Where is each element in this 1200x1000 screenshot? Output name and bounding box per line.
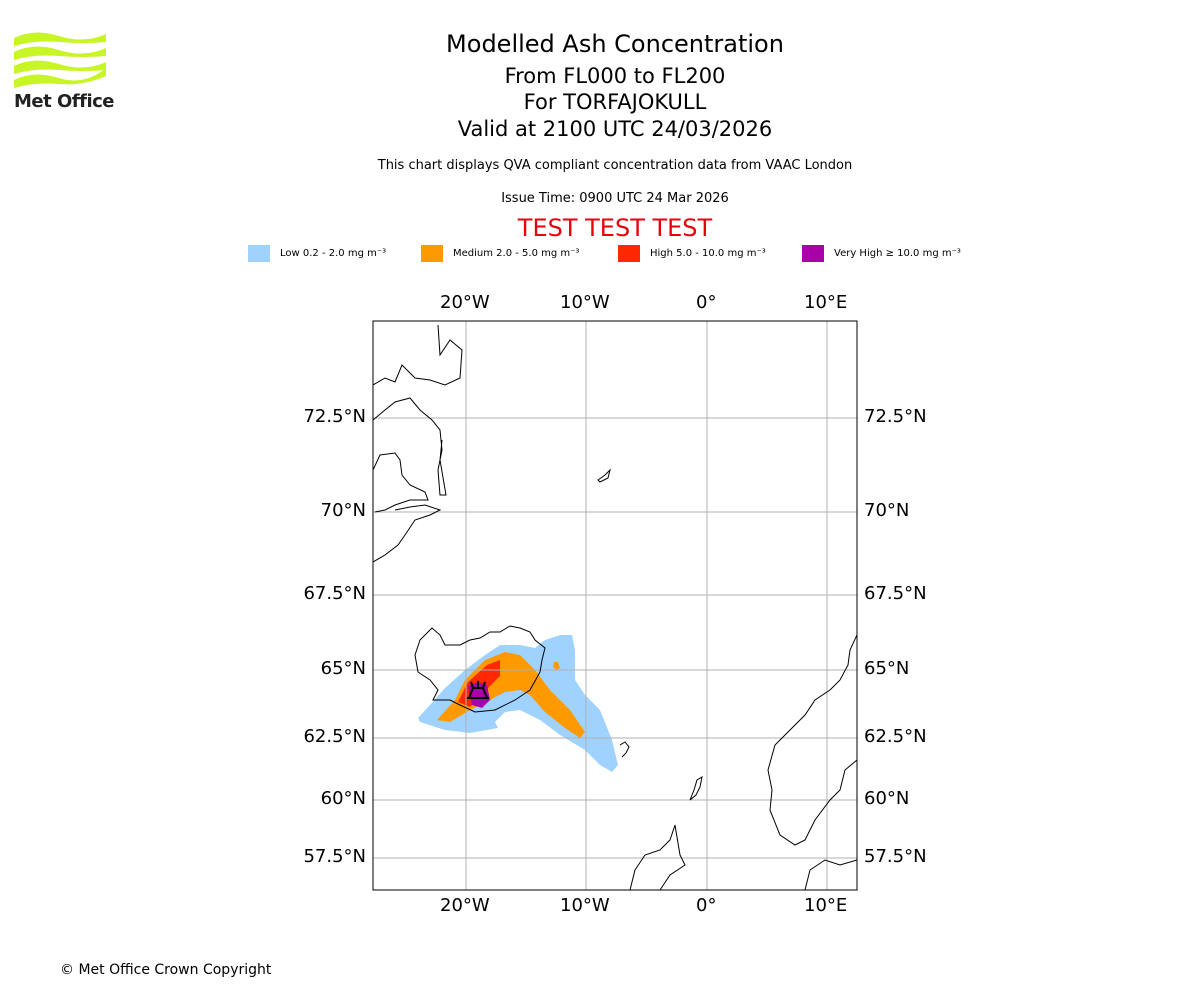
- lat-tick-right: 70°N: [864, 500, 910, 521]
- test-banner: TEST TEST TEST: [517, 214, 713, 242]
- volcano-icon: [467, 681, 489, 699]
- legend-label: Medium 2.0 - 5.0 mg m⁻³: [453, 248, 580, 259]
- lat-tick-left: 65°N: [320, 658, 366, 679]
- lon-tick-bottom: 10°E: [804, 895, 848, 916]
- lat-tick-right: 67.5°N: [864, 583, 927, 604]
- lon-tick-top: 0°: [696, 292, 717, 313]
- lat-tick-right: 65°N: [864, 658, 910, 679]
- chart-title: Modelled Ash Concentration: [446, 30, 784, 58]
- flight-levels: From FL000 to FL200: [504, 64, 726, 88]
- legend-swatch: [248, 245, 270, 262]
- coastlines: [373, 324, 857, 890]
- subtitle: This chart displays QVA compliant concen…: [377, 158, 853, 173]
- legend-swatch: [618, 245, 640, 262]
- legend-medium: Medium 2.0 - 5.0 mg m⁻³: [421, 245, 579, 262]
- lat-tick-left: 67.5°N: [303, 583, 366, 604]
- lon-tick-top: 20°W: [440, 292, 490, 313]
- lat-tick-left: 57.5°N: [303, 846, 366, 867]
- lat-tick-left: 70°N: [320, 500, 366, 521]
- copyright: © Met Office Crown Copyright: [60, 962, 272, 978]
- legend-high: High 5.0 - 10.0 mg m⁻³: [618, 245, 766, 262]
- logo-text: Met Office: [14, 91, 115, 112]
- lon-tick-top: 10°E: [804, 292, 848, 313]
- legend-swatch: [421, 245, 443, 262]
- valid-time: Valid at 2100 UTC 24/03/2026: [457, 117, 773, 141]
- map-frame: [372, 320, 858, 891]
- lat-tick-right: 60°N: [864, 788, 910, 809]
- legend-label: Very High ≥ 10.0 mg m⁻³: [834, 248, 961, 259]
- legend-label: High 5.0 - 10.0 mg m⁻³: [650, 248, 766, 259]
- issue-time: Issue Time: 0900 UTC 24 Mar 2026: [501, 191, 729, 206]
- lat-tick-left: 72.5°N: [303, 406, 366, 427]
- lon-tick-top: 10°W: [560, 292, 610, 313]
- lon-tick-bottom: 0°: [696, 895, 717, 916]
- lat-tick-left: 62.5°N: [303, 726, 366, 747]
- legend-low: Low 0.2 - 2.0 mg m⁻³: [248, 245, 386, 262]
- legend-very-high: Very High ≥ 10.0 mg m⁻³: [802, 245, 961, 262]
- met-office-waves-icon: [14, 32, 106, 88]
- lat-tick-left: 60°N: [320, 788, 366, 809]
- lat-tick-right: 62.5°N: [864, 726, 927, 747]
- volcano-name: For TORFAJOKULL: [523, 90, 707, 114]
- lat-tick-right: 57.5°N: [864, 846, 927, 867]
- lon-tick-bottom: 20°W: [440, 895, 490, 916]
- grid: [373, 321, 857, 890]
- legend-swatch: [802, 245, 824, 262]
- legend-label: Low 0.2 - 2.0 mg m⁻³: [280, 248, 387, 259]
- lat-tick-right: 72.5°N: [864, 406, 927, 427]
- plume-medium: [437, 652, 585, 738]
- lon-tick-bottom: 10°W: [560, 895, 610, 916]
